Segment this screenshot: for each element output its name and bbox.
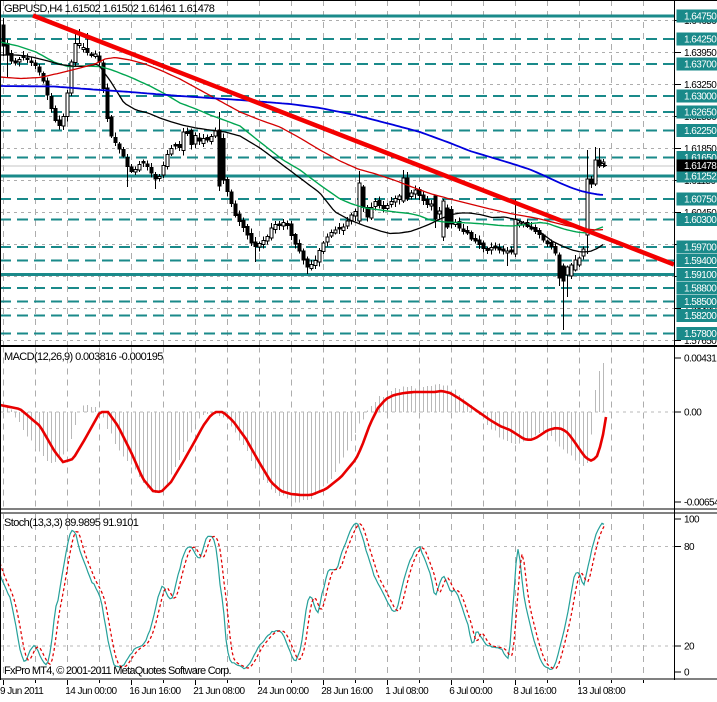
svg-text:1.63000: 1.63000 (684, 92, 717, 103)
svg-text:Stoch(13,3,3) 89.9895 91.9101: Stoch(13,3,3) 89.9895 91.9101 (4, 517, 139, 529)
svg-text:1.59100: 1.59100 (684, 270, 717, 281)
svg-text:80: 80 (684, 542, 695, 553)
svg-text:1.62250: 1.62250 (684, 126, 717, 137)
svg-text:21 Jun 08:00: 21 Jun 08:00 (193, 686, 245, 697)
svg-text:1.63250: 1.63250 (684, 80, 717, 91)
svg-text:1.59400: 1.59400 (684, 256, 717, 267)
svg-text:13 Jul 08:00: 13 Jul 08:00 (577, 686, 626, 697)
svg-text:9 Jun 2011: 9 Jun 2011 (0, 686, 44, 697)
svg-text:100: 100 (684, 515, 700, 526)
svg-text:0.00: 0.00 (684, 408, 702, 419)
svg-text:1.57800: 1.57800 (684, 329, 717, 340)
svg-text:1.62650: 1.62650 (684, 108, 717, 119)
svg-text:1.61252: 1.61252 (684, 171, 717, 182)
svg-text:MACD(12,26,9) 0.003816 -0.0001: MACD(12,26,9) 0.003816 -0.000195 (4, 351, 163, 363)
svg-text:24 Jun 00:00: 24 Jun 00:00 (257, 686, 309, 697)
svg-text:0.00431: 0.00431 (684, 354, 717, 365)
svg-text:1.60750: 1.60750 (684, 194, 717, 205)
svg-text:1.58200: 1.58200 (684, 311, 717, 322)
svg-text:20: 20 (684, 641, 695, 652)
svg-text:1.60300: 1.60300 (684, 215, 717, 226)
svg-text:8 Jul 16:00: 8 Jul 16:00 (513, 686, 557, 697)
svg-text:1 Jul 08:00: 1 Jul 08:00 (385, 686, 429, 697)
svg-text:1.58500: 1.58500 (684, 297, 717, 308)
svg-text:16 Jun 16:00: 16 Jun 16:00 (129, 686, 181, 697)
svg-text:-0.00654: -0.00654 (684, 498, 717, 509)
svg-text:14 Jun 00:00: 14 Jun 00:00 (65, 686, 117, 697)
svg-text:1.61478: 1.61478 (684, 161, 717, 172)
svg-text:6 Jul 00:00: 6 Jul 00:00 (449, 686, 493, 697)
svg-text:1.64250: 1.64250 (684, 34, 717, 45)
svg-text:1.59700: 1.59700 (684, 242, 717, 253)
svg-text:28 Jun 16:00: 28 Jun 16:00 (321, 686, 373, 697)
svg-text:GBPUSD,H4 1.61502 1.61502 1.6: GBPUSD,H4 1.61502 1.61502 1.61461 1.6147… (4, 3, 215, 15)
svg-text:1.64750: 1.64750 (684, 12, 717, 23)
svg-text:1.63700: 1.63700 (684, 60, 717, 71)
svg-text:FxPro MT4, © 2001-2011 MetaQuo: FxPro MT4, © 2001-2011 MetaQuotes Softwa… (4, 665, 232, 677)
svg-text:1.63950: 1.63950 (684, 48, 717, 59)
svg-text:1.58800: 1.58800 (684, 284, 717, 295)
